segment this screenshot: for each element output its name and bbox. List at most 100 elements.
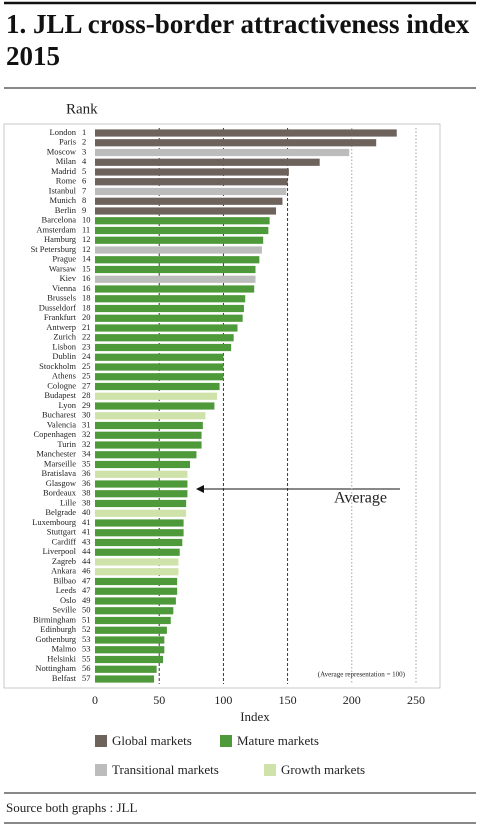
rank-label: 51: [82, 614, 91, 624]
arrow-head: [196, 485, 204, 493]
legend-label: Global markets: [112, 733, 192, 748]
rank-label: 27: [82, 380, 91, 390]
rank-label: 23: [82, 341, 91, 351]
rank-label: 8: [82, 195, 86, 205]
rank-label: 11: [82, 224, 90, 234]
rank-label: 52: [82, 624, 91, 634]
bar: [95, 646, 165, 654]
category-label: Lyon: [59, 400, 77, 410]
rank-label: 10: [82, 215, 91, 225]
bar: [95, 597, 176, 605]
rank-label: 24: [82, 351, 91, 361]
category-label: Liverpool: [42, 546, 76, 556]
x-axis-label: Index: [240, 709, 270, 724]
bar: [95, 353, 224, 361]
x-tick-label: 50: [153, 693, 165, 707]
rank-label: 55: [82, 653, 91, 663]
category-label: Marseille: [44, 458, 76, 468]
bar: [95, 226, 269, 235]
rank-label: 41: [82, 517, 91, 527]
bar: [95, 558, 179, 566]
category-label: Frankfurt: [44, 312, 77, 322]
bar: [95, 529, 184, 537]
bar: [95, 538, 183, 547]
bar: [95, 343, 232, 352]
x-tick-label: 0: [92, 693, 98, 707]
bar: [95, 499, 187, 508]
annotation-note: (Average representation = 100): [318, 671, 406, 679]
category-label: Dublin: [52, 351, 76, 361]
bar: [95, 421, 203, 430]
bar: [95, 382, 220, 391]
bar: [95, 509, 187, 517]
rank-label: 3: [82, 146, 86, 156]
category-label: Munich: [50, 195, 77, 205]
bar: [95, 548, 180, 556]
category-label: Stockholm: [39, 361, 76, 371]
bar: [95, 402, 215, 410]
bar: [95, 412, 206, 420]
rank-label: 16: [82, 273, 91, 283]
rank-label: 38: [82, 497, 91, 507]
rank-label: 14: [82, 254, 91, 264]
rank-label: 16: [82, 283, 91, 293]
bar: [95, 158, 320, 166]
category-label: Madrid: [51, 166, 77, 176]
category-label: Edinburgh: [40, 624, 76, 634]
category-label: Kiev: [59, 273, 76, 283]
bar: [95, 256, 260, 264]
category-label: Paris: [59, 137, 76, 147]
bar: [95, 626, 167, 634]
rank-label: 40: [82, 507, 91, 517]
category-label: Bordeaux: [43, 488, 77, 498]
rank-label: 21: [82, 322, 91, 332]
plot-frame: [3, 123, 441, 689]
chart-title: 1. JLL cross-border attractiveness index…: [6, 9, 470, 71]
bar: [95, 334, 234, 342]
category-label: Dusseldorf: [39, 302, 76, 312]
rank-label: 53: [82, 634, 91, 644]
rank-label: 57: [82, 673, 91, 683]
category-label: Cologne: [47, 380, 76, 390]
rank-label: Rank: [66, 101, 98, 117]
rank-label: 56: [82, 663, 91, 673]
x-tick-label: 150: [279, 693, 297, 707]
bar: [95, 655, 164, 664]
bar: [95, 373, 224, 381]
rank-label: 28: [82, 390, 91, 400]
category-label: Antwerp: [46, 322, 76, 332]
category-label: London: [50, 127, 77, 137]
rank-label: 32: [82, 439, 91, 449]
bar: [95, 246, 262, 254]
bar: [95, 168, 289, 176]
category-label: Budapest: [44, 390, 76, 400]
rank-label: 36: [82, 478, 91, 488]
rank-label: 22: [82, 332, 91, 342]
bar: [95, 217, 270, 225]
rank-label: 15: [82, 263, 91, 273]
rank-label: 36: [82, 468, 91, 478]
rank-label: 44: [82, 556, 91, 566]
bar: [95, 207, 277, 215]
bar: [95, 519, 184, 527]
rank-label: 5: [82, 166, 86, 176]
bar: [95, 460, 191, 469]
category-label: Birmingham: [33, 614, 76, 624]
category-label: Nottingham: [35, 663, 76, 673]
bar: [95, 616, 171, 625]
x-tick-label: 100: [214, 693, 232, 707]
category-label: Lisbon: [52, 341, 76, 351]
category-label: Milan: [56, 156, 77, 166]
annotation: Average: [334, 490, 387, 507]
category-label: Cardiff: [52, 536, 77, 546]
category-label: Gothenburg: [36, 634, 77, 644]
bar: [95, 636, 165, 644]
legend-label: Growth markets: [281, 762, 365, 777]
rank-label: 43: [82, 536, 91, 546]
bar: [95, 665, 157, 673]
bar: [95, 295, 246, 303]
category-label: Rome: [56, 176, 77, 186]
bar: [95, 607, 174, 615]
